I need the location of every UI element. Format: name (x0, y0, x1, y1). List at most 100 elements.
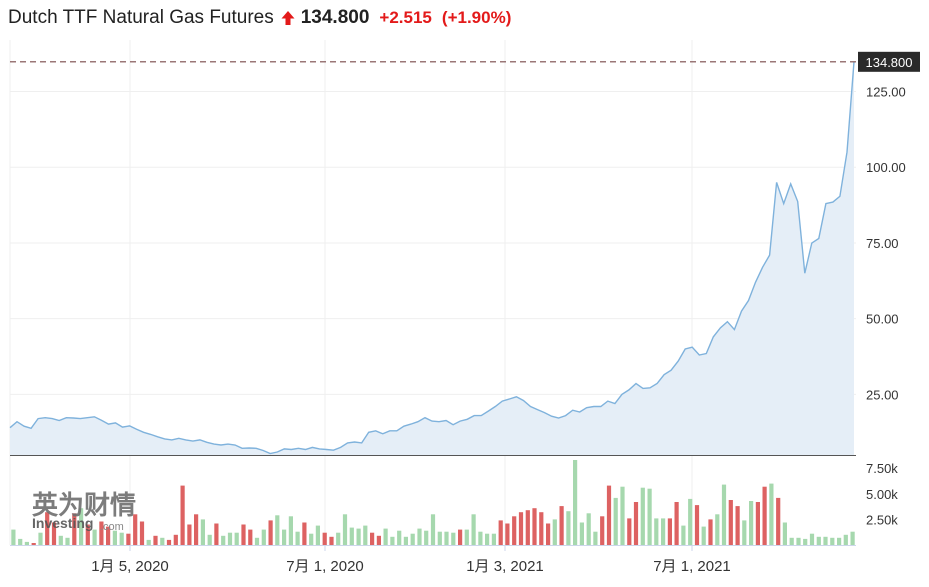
volume-bar (471, 514, 476, 545)
price-tick-label: 50.00 (866, 312, 899, 327)
volume-bar (708, 519, 713, 545)
volume-bar (329, 536, 334, 545)
volume-bar (309, 533, 314, 545)
volume-bar (187, 524, 192, 545)
volume-bar (336, 532, 341, 545)
volume-bar (776, 497, 781, 545)
price-change: +2.515 (379, 8, 432, 27)
volume-bar (227, 532, 233, 545)
volume-bar (620, 486, 625, 545)
price-tick-label: 75.00 (866, 236, 899, 251)
instrument-title: Dutch TTF Natural Gas Futures (8, 7, 274, 28)
volume-bar (586, 513, 591, 545)
volume-bar (106, 526, 111, 545)
volume-bar (268, 520, 273, 545)
volume-bar (160, 537, 165, 545)
price-tick-label: 125.00 (866, 84, 906, 99)
volume-bar (315, 525, 320, 545)
volume-bar (464, 529, 469, 545)
volume-bar (234, 532, 239, 545)
price-axis: 25.00 50.00 75.00 100.00 125.00 (866, 84, 906, 402)
volume-bar (755, 502, 760, 545)
watermark-logo: 英为财情 Investing .com (32, 491, 136, 533)
volume-bar (342, 514, 348, 545)
time-tick-label: 7月 1, 2020 (286, 558, 364, 575)
volume-bar (701, 526, 706, 545)
volume-bar (803, 538, 808, 545)
price-area-fill (10, 61, 854, 456)
volume-bar (31, 543, 36, 545)
price-tick-label: 25.00 (866, 387, 899, 402)
volume-bar (261, 529, 266, 545)
volume-bar (166, 539, 172, 545)
volume-bar (444, 531, 449, 545)
volume-bar (275, 515, 280, 545)
volume-bar (288, 516, 293, 545)
price-series-line (9, 61, 855, 455)
watermark-en-text: Investing (32, 515, 93, 531)
volume-bar (207, 534, 212, 545)
volume-tick-label: 2.50k (866, 512, 898, 527)
volume-bar (843, 534, 848, 545)
volume-bar (478, 531, 483, 545)
volume-bar (180, 485, 185, 545)
volume-bar (633, 502, 639, 545)
volume-bar (214, 523, 219, 545)
watermark-cn-text: 英为财情 (32, 491, 136, 521)
volume-bar (11, 529, 16, 545)
volume-bar (735, 506, 740, 545)
volume-bar (133, 514, 138, 545)
volume-bar (667, 518, 672, 545)
volume-bar (410, 533, 415, 545)
volume-bar (451, 532, 456, 545)
volume-bar (546, 523, 551, 545)
volume-bar (715, 514, 720, 545)
volume-bar (518, 512, 524, 545)
volume-bar (51, 522, 57, 545)
volume-bar (221, 535, 226, 545)
volume-bar (566, 511, 571, 545)
volume-bar (302, 522, 307, 545)
volume-tick-label: 5.00k (866, 487, 898, 502)
volume-bar (661, 518, 666, 545)
quote-header: Dutch TTF Natural Gas Futures 134.800 +2… (8, 4, 511, 32)
volume-bar (45, 512, 50, 545)
volume-bar (674, 502, 679, 545)
volume-bar (363, 525, 368, 545)
volume-bar (694, 505, 700, 545)
volume-bar (376, 535, 381, 545)
volume-bar (430, 514, 436, 545)
volume-bar (728, 500, 733, 545)
volume-bar (600, 516, 605, 545)
volume-bar (85, 524, 90, 545)
time-tick-label: 1月 3, 2021 (466, 558, 544, 575)
volume-bar (789, 537, 794, 545)
volume-bar (146, 539, 151, 545)
last-price: 134.800 (300, 7, 370, 28)
volume-bar (356, 528, 361, 545)
volume-bar (112, 530, 117, 545)
volume-bar (248, 529, 253, 545)
volume-bar (119, 532, 124, 545)
volume-bar (38, 532, 43, 545)
volume-bar (498, 520, 503, 545)
volume-bar (830, 537, 835, 545)
volume-bar (403, 536, 408, 545)
volume-bar (837, 537, 842, 545)
volume-bar (72, 513, 77, 545)
volume-bar (850, 531, 855, 545)
volume-bars (11, 460, 855, 545)
volume-bar (505, 523, 510, 545)
volume-bar (593, 531, 598, 545)
chart-grid (9, 40, 856, 545)
volume-bar (153, 535, 158, 545)
volume-bar (349, 527, 354, 545)
volume-bar (823, 536, 828, 545)
volume-bar (18, 538, 23, 545)
volume-bar (370, 532, 375, 545)
volume-bar (552, 519, 557, 545)
volume-bar (92, 529, 97, 545)
watermark-suffix-text: .com (100, 521, 124, 533)
last-price-tag-box (858, 51, 920, 72)
